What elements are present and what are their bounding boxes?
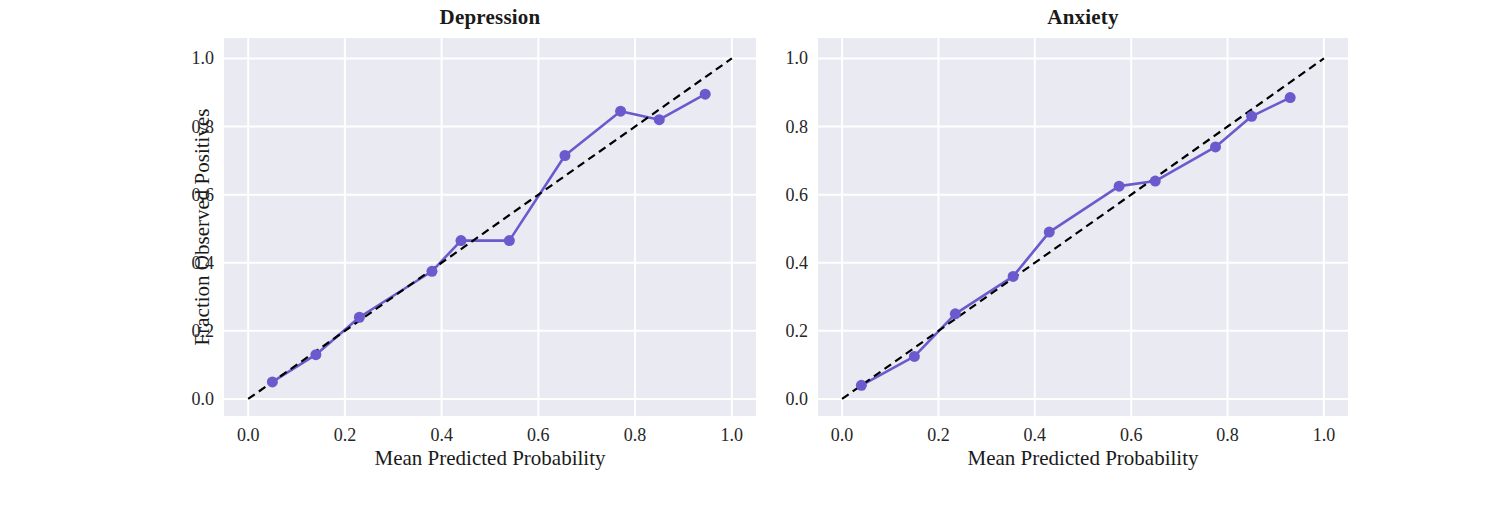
y-tick-label: 0.8	[160, 116, 214, 138]
data-point	[950, 308, 961, 319]
data-point	[267, 376, 278, 387]
x-tick-label: 0.4	[1007, 424, 1063, 446]
data-point	[615, 106, 626, 117]
x-tick-label: 0.6	[510, 424, 566, 446]
x-tick-label: 0.6	[1103, 424, 1159, 446]
x-tick-label: 1.0	[704, 424, 760, 446]
x-tick-label: 0.8	[1200, 424, 1256, 446]
data-point	[310, 349, 321, 360]
x-tick-label: 0.0	[814, 424, 870, 446]
y-tick-label: 0.4	[160, 252, 214, 274]
plot-area-anxiety	[818, 38, 1348, 416]
chart-title-anxiety: Anxiety	[818, 5, 1348, 30]
x-tick-label: 0.8	[607, 424, 663, 446]
data-point	[504, 235, 515, 246]
perfect-calibration-line	[842, 58, 1324, 399]
data-point	[354, 312, 365, 323]
x-tick-label: 0.2	[910, 424, 966, 446]
y-tick-label: 0.0	[160, 388, 214, 410]
data-point	[1044, 227, 1055, 238]
data-point	[1285, 92, 1296, 103]
y-tick-label: 0.8	[754, 116, 808, 138]
plot-area-depression	[224, 38, 756, 416]
data-point	[559, 150, 570, 161]
calibration-figure: Depression Anxiety Fraction Observed Pos…	[0, 0, 1496, 513]
data-point	[455, 235, 466, 246]
x-tick-label: 0.2	[317, 424, 373, 446]
x-tick-label: 1.0	[1296, 424, 1352, 446]
x-axis-label-anxiety: Mean Predicted Probability	[818, 446, 1348, 471]
data-point	[654, 114, 665, 125]
data-point	[1150, 176, 1161, 187]
perfect-calibration-line	[248, 58, 732, 399]
x-tick-label: 0.4	[414, 424, 470, 446]
y-tick-label: 0.4	[754, 252, 808, 274]
y-tick-label: 0.6	[754, 184, 808, 206]
y-tick-label: 1.0	[160, 47, 214, 69]
data-point	[909, 351, 920, 362]
y-tick-label: 1.0	[754, 47, 808, 69]
calibration-curve-line	[272, 94, 705, 382]
data-point	[1210, 141, 1221, 152]
chart-title-depression: Depression	[224, 5, 756, 30]
calibration-curve-line	[861, 98, 1290, 386]
data-point	[1114, 181, 1125, 192]
x-tick-label: 0.0	[220, 424, 276, 446]
y-tick-label: 0.0	[754, 388, 808, 410]
data-point	[1008, 271, 1019, 282]
data-point	[700, 89, 711, 100]
x-axis-label-depression: Mean Predicted Probability	[224, 446, 756, 471]
y-tick-label: 0.2	[160, 320, 214, 342]
data-point	[1246, 111, 1257, 122]
data-point	[426, 266, 437, 277]
y-axis-label: Fraction Observed Positives	[190, 109, 215, 346]
data-point	[856, 380, 867, 391]
y-tick-label: 0.6	[160, 184, 214, 206]
y-tick-label: 0.2	[754, 320, 808, 342]
